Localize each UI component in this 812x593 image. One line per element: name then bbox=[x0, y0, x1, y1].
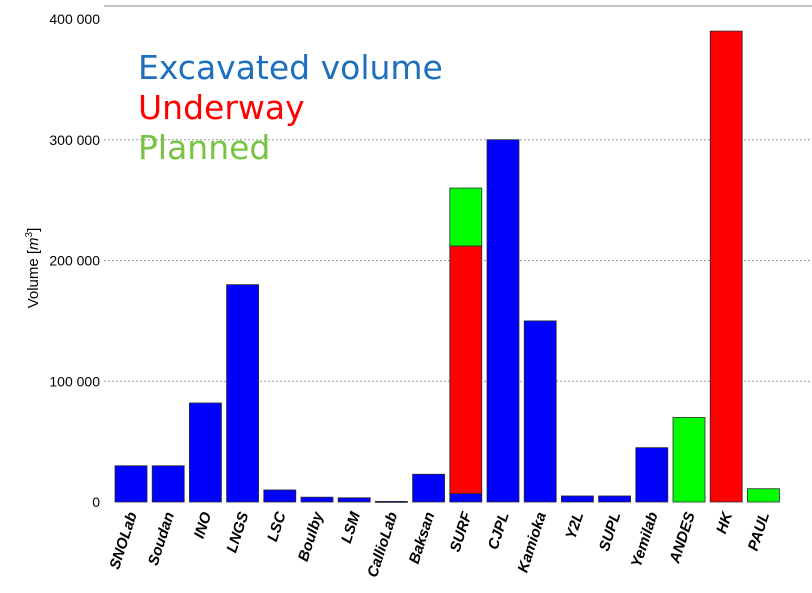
y-tick-label: 100 000 bbox=[49, 373, 100, 389]
legend-item-planned: Planned bbox=[138, 128, 271, 167]
bar-excavated-volume bbox=[337, 497, 371, 503]
legend-item-underway: Underway bbox=[138, 88, 305, 127]
bar-underway bbox=[449, 245, 483, 494]
bar-underway bbox=[709, 30, 743, 503]
x-tick-label: CallioLab bbox=[364, 510, 401, 579]
y-tick-labels: 0 100 000 200 000 300 000 400 000 bbox=[49, 11, 100, 510]
y-tick-label: 0 bbox=[92, 494, 100, 510]
x-tick-labels: SNOLab Soudan INO LNGS LSC Boulby LSM CallioLab… bbox=[106, 509, 773, 580]
bar-excavated-volume bbox=[151, 465, 185, 503]
legend-item-excavated-volume: Excavated volume bbox=[138, 48, 443, 87]
x-tick-label: INO bbox=[191, 510, 216, 541]
bar-excavated-volume bbox=[523, 320, 557, 503]
x-tick-label: SUPL bbox=[596, 510, 625, 553]
bar-planned bbox=[747, 488, 780, 503]
bar-planned bbox=[449, 187, 483, 247]
x-tick-label: ANDES bbox=[666, 510, 699, 566]
x-tick-label: LNGS bbox=[223, 510, 252, 555]
x-tick-label: SURF bbox=[447, 509, 476, 554]
bar-excavated-volume bbox=[263, 489, 297, 503]
x-tick-label: Y2L bbox=[563, 510, 588, 541]
bar-excavated-volume bbox=[561, 495, 594, 503]
legend: Excavated volume Underway Planned bbox=[138, 48, 443, 168]
bar-excavated-volume bbox=[300, 496, 334, 503]
bar-excavated-volume bbox=[635, 447, 669, 503]
bar-excavated-volume bbox=[374, 500, 408, 503]
bar-excavated-volume bbox=[114, 465, 148, 503]
y-tick-label: 400 000 bbox=[49, 11, 100, 27]
x-tick-label: Baksan bbox=[406, 510, 439, 566]
x-tick-label: LSM bbox=[338, 510, 364, 546]
x-tick-label: CJPL bbox=[485, 510, 513, 552]
x-tick-label: LSC bbox=[264, 509, 290, 544]
x-tick-label: HK bbox=[713, 509, 736, 536]
bars bbox=[114, 30, 780, 503]
x-tick-label: Kamioka bbox=[515, 510, 550, 575]
bar-excavated-volume bbox=[226, 284, 260, 503]
x-tick-label: Soudan bbox=[145, 510, 178, 568]
y-tick-label: 300 000 bbox=[49, 132, 100, 148]
y-tick-label: 200 000 bbox=[49, 253, 100, 269]
bar-excavated-volume bbox=[486, 139, 520, 503]
bar-planned bbox=[672, 417, 706, 503]
x-tick-label: SNOLab bbox=[106, 510, 140, 572]
bar-excavated-volume bbox=[412, 473, 446, 503]
bar-excavated-volume bbox=[598, 495, 631, 503]
x-tick-label: PAUL bbox=[745, 510, 773, 553]
x-tick-label: Yemilab bbox=[628, 510, 662, 569]
bar-excavated-volume bbox=[449, 493, 483, 503]
y-axis-label: Volume [m3] bbox=[24, 228, 42, 309]
bar-excavated-volume bbox=[188, 402, 222, 503]
x-tick-label: Boulby bbox=[295, 509, 327, 563]
